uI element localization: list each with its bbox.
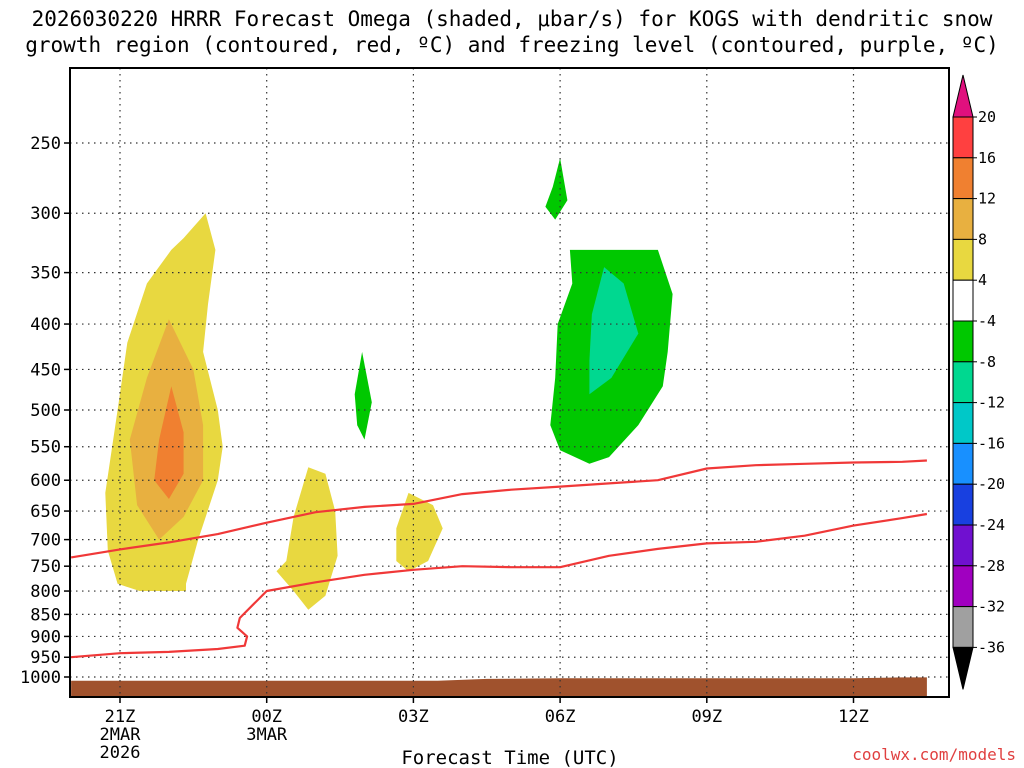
y-tick-label-450: 450 — [30, 360, 61, 380]
colorbar-label-0: 20 — [978, 108, 996, 126]
y-tick-label-850: 850 — [30, 605, 61, 625]
x-tick-label-0-2: 2026 — [100, 743, 141, 763]
colorbar-label-13: -36 — [978, 638, 1005, 656]
colorbar-label-5: -4 — [978, 312, 996, 330]
colorbar: 20 16 12 8 4 -4 -8 -12 -16 -20 -24 -28 -32 -36 — [952, 74, 1005, 690]
dgz-contour--18 — [71, 512, 928, 659]
x-tick-label-0-0: 21Z — [105, 707, 136, 727]
dgz-contour--12 — [70, 459, 927, 559]
colorbar-label-3: 8 — [978, 230, 987, 248]
y-tick-label-950: 950 — [30, 648, 61, 668]
y-axis-ticks: 2503003504004505005506006507007508008509… — [20, 134, 70, 688]
y-tick-label-350: 350 — [30, 264, 61, 284]
y-tick-label-250: 250 — [30, 134, 61, 154]
contours — [70, 459, 928, 659]
credit-text: coolwx.com/models — [852, 745, 1016, 764]
x-tick-label-9-0: 06Z — [545, 707, 576, 727]
colorbar-top-arrow — [952, 74, 974, 118]
x-tick-label-15-0: 12Z — [838, 707, 869, 727]
colorbar-box-5 — [952, 320, 974, 363]
y-tick-label-800: 800 — [30, 582, 61, 602]
colorbar-box-1 — [952, 157, 974, 200]
colorbar-label-7: -12 — [978, 394, 1005, 412]
colorbar-bottom-arrow — [952, 646, 974, 690]
colorbar-label-8: -16 — [978, 434, 1005, 452]
y-tick-label-1000: 1000 — [20, 668, 61, 688]
y-tick-label-300: 300 — [30, 204, 61, 224]
y-tick-label-700: 700 — [30, 531, 61, 551]
colorbar-box-4 — [952, 279, 974, 322]
colorbar-box-6 — [952, 361, 974, 404]
colorbar-label-4: 4 — [978, 271, 987, 289]
colorbar-box-9 — [952, 483, 974, 526]
x-tick-label-12-0: 09Z — [691, 707, 722, 727]
colorbar-box-10 — [952, 524, 974, 567]
omega-region-5 — [354, 351, 372, 440]
y-tick-label-900: 900 — [30, 627, 61, 647]
omega-region-2 — [154, 386, 184, 499]
x-axis-label: Forecast Time (UTC) — [401, 747, 618, 768]
x-tick-label-6-0: 03Z — [398, 707, 429, 727]
plot-content — [71, 158, 927, 697]
chart-title-line-1: 2026030220 HRRR Forecast Omega (shaded, … — [32, 7, 993, 31]
x-tick-label-3-0: 00Z — [251, 707, 282, 727]
terrain — [71, 677, 927, 697]
omega-region-3 — [276, 467, 338, 610]
grid — [70, 68, 949, 697]
colorbar-label-10: -24 — [978, 516, 1005, 534]
colorbar-box-0 — [952, 116, 974, 159]
x-tick-label-3-1: 3MAR — [246, 725, 288, 745]
colorbar-label-2: 12 — [978, 190, 996, 208]
omega-region-6 — [545, 158, 568, 220]
omega-region-8 — [589, 267, 639, 395]
colorbar-label-9: -20 — [978, 475, 1005, 493]
y-tick-label-750: 750 — [30, 557, 61, 577]
chart-title-line-2: growth region (contoured, red, ºC) and f… — [25, 33, 999, 57]
plot-area — [71, 158, 927, 697]
y-tick-label-500: 500 — [30, 401, 61, 421]
colorbar-box-12 — [952, 606, 974, 648]
colorbar-box-7 — [952, 402, 974, 444]
omega-region-4 — [396, 492, 443, 572]
colorbar-box-2 — [952, 198, 974, 240]
y-tick-label-400: 400 — [30, 315, 61, 335]
plot-frame — [69, 67, 950, 698]
colorbar-box-11 — [952, 565, 974, 608]
colorbar-box-8 — [952, 442, 974, 485]
y-tick-label-650: 650 — [30, 502, 61, 522]
colorbar-label-11: -28 — [978, 557, 1005, 575]
y-tick-label-600: 600 — [30, 471, 61, 491]
y-tick-label-550: 550 — [30, 438, 61, 458]
colorbar-label-12: -32 — [978, 598, 1005, 616]
x-tick-label-0-1: 2MAR — [100, 725, 142, 745]
colorbar-box-3 — [952, 238, 974, 281]
colorbar-label-6: -8 — [978, 353, 996, 371]
colorbar-label-1: 16 — [978, 149, 996, 167]
